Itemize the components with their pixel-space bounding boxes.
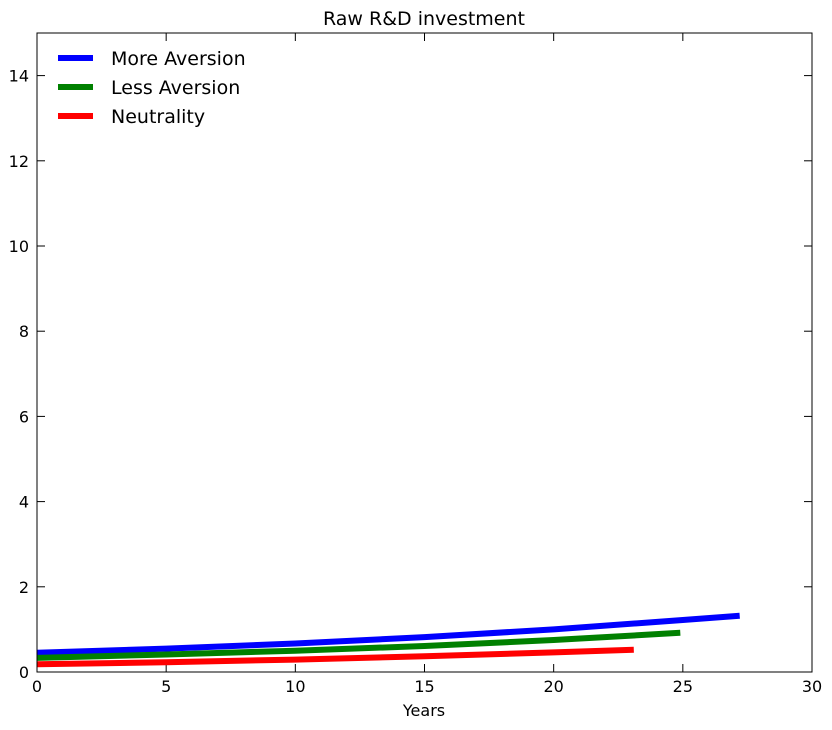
series-lines	[36, 612, 740, 668]
x-tick-label: 10	[285, 677, 305, 696]
series-line-1	[36, 629, 681, 661]
x-tick-label: 30	[802, 677, 822, 696]
y-tick-label: 2	[19, 578, 29, 597]
x-tick-label: 5	[161, 677, 171, 696]
x-tick-label: 25	[673, 677, 693, 696]
legend-label-0: More Aversion	[111, 48, 246, 70]
y-tick-label: 12	[9, 152, 29, 171]
x-tick-label: 20	[543, 677, 563, 696]
chart-title: Raw R&D investment	[323, 8, 525, 30]
x-axis-label: Years	[402, 701, 445, 720]
x-tick-label: 0	[32, 677, 42, 696]
y-tick-label: 14	[9, 67, 29, 86]
y-tick-label: 8	[19, 322, 29, 341]
y-tick-label: 4	[19, 493, 29, 512]
y-tick-label: 10	[9, 237, 29, 256]
legend-label-1: Less Aversion	[111, 77, 240, 99]
x-tick-label: 15	[414, 677, 434, 696]
y-tick-label: 0	[19, 663, 29, 682]
y-tick-label: 6	[19, 407, 29, 426]
series-line-0	[36, 612, 740, 656]
legend-label-2: Neutrality	[111, 106, 205, 128]
series-line-2	[36, 646, 634, 668]
plot-frame	[36, 32, 813, 673]
legend: More Aversion Less Aversion Neutrality	[58, 48, 246, 128]
axis-ticks: 0 5 10 15 20 25 30 0 2 4 6 8 10 12 14	[9, 33, 822, 696]
